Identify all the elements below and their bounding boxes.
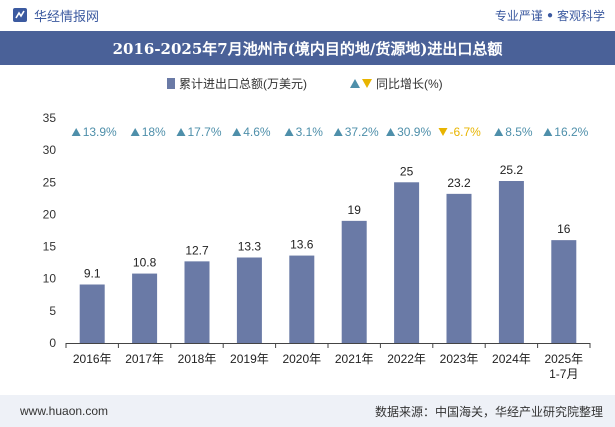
brand-name: 华经情报网 [34, 8, 100, 24]
top-bar: 华经情报网 专业严谨 ● 客观科学 [0, 0, 615, 30]
growth-label: 30.9% [397, 125, 431, 139]
growth-up-triangle-icon [386, 128, 396, 136]
value-labels: 9.1 10.8 12.7 13.3 13.6 19 25 23.2 25.2 16 [84, 163, 571, 281]
legend-up-triangle-icon [350, 79, 360, 88]
bar [289, 255, 315, 343]
bar [341, 220, 367, 343]
bars [79, 181, 577, 343]
x-tick-label: 2019年 [230, 352, 269, 366]
y-tick-label: 20 [43, 207, 57, 221]
growth-label: 4.6% [243, 125, 271, 139]
bar [394, 182, 420, 343]
footer-source: 数据来源：中国海关，华经产业研究院整理 [374, 404, 603, 419]
bar-value-label: 13.6 [290, 238, 314, 252]
x-tick-label: 2025年 [544, 352, 583, 366]
growth-up-triangle-icon [176, 128, 186, 136]
bar-value-label: 16 [557, 222, 571, 236]
growth-up-triangle-icon [130, 128, 140, 136]
bar [79, 284, 105, 343]
bullet-icon: ● [546, 9, 553, 21]
growth-up-triangle-icon [333, 128, 343, 136]
growth-label: 13.9% [83, 125, 117, 139]
bar-value-label: 23.2 [447, 176, 471, 190]
bar-value-label: 19 [348, 203, 362, 217]
growth-up-triangle-icon [71, 128, 81, 136]
bar [498, 181, 524, 343]
axes: 0 5 10 15 20 25 30 35 2016年 2017年 2018年 2019年 2020年 2… [43, 111, 591, 381]
chart-title-bar: 2016-2025年7月池州市(境内目的地/货源地)进出口总额 [0, 31, 615, 65]
growth-up-triangle-icon [284, 128, 294, 136]
x-tick-label: 2016年 [73, 352, 112, 366]
bar-value-label: 13.3 [238, 240, 262, 254]
bar-value-label: 25 [400, 164, 414, 178]
brand: 华经情报网 [12, 6, 99, 25]
growth-label: 8.5% [505, 125, 533, 139]
bar [551, 240, 577, 343]
footer-website: www.huaon.com [20, 404, 109, 418]
growth-label: 37.2% [345, 125, 379, 139]
growth-label: 16.2% [554, 125, 588, 139]
bar-value-label: 9.1 [84, 267, 101, 281]
y-tick-label: 25 [43, 175, 57, 189]
y-tick-label: 30 [43, 143, 57, 157]
growth-up-triangle-icon [494, 128, 504, 136]
x-tick-label: 2021年 [335, 352, 374, 366]
growth-down-triangle-icon [438, 128, 448, 136]
y-tick-label: 5 [49, 304, 56, 318]
growth-up-triangle-icon [543, 128, 553, 136]
tagline: 专业严谨 ● 客观科学 [495, 7, 605, 24]
y-tick-label: 10 [43, 272, 57, 286]
y-tick-label: 15 [43, 240, 57, 254]
bar [236, 257, 262, 343]
bar-value-label: 10.8 [133, 256, 157, 270]
x-tick-label: 2018年 [178, 352, 217, 366]
growth-label: -6.7% [450, 125, 482, 139]
bar [446, 193, 472, 343]
y-tick-label: 0 [49, 336, 56, 350]
legend-down-triangle-icon [362, 79, 372, 88]
growth-up-triangle-icon [232, 128, 242, 136]
bar-value-label: 12.7 [185, 243, 209, 257]
brand-logo-icon [13, 8, 27, 22]
bar [184, 261, 210, 343]
growth-label: 18% [142, 125, 166, 139]
bar-chart: 累计进出口总额(万美元) 同比增长(%) 0 5 10 15 20 25 30 35 2016年… [43, 77, 591, 381]
x-tick-label: 1-7月 [549, 367, 578, 381]
legend-growth-label: 同比增长(%) [376, 77, 443, 91]
x-tick-label: 2020年 [282, 352, 321, 366]
x-tick-label: 2024年 [492, 352, 531, 366]
footer: www.huaon.com 数据来源：中国海关，华经产业研究院整理 [0, 395, 615, 427]
tagline-right: 客观科学 [556, 8, 605, 23]
legend: 累计进出口总额(万美元) 同比增长(%) [167, 77, 443, 91]
tagline-left: 专业严谨 [494, 8, 543, 23]
x-tick-label: 2017年 [125, 352, 164, 366]
x-tick-label: 2023年 [440, 352, 479, 366]
growth-label: 3.1% [296, 125, 324, 139]
bar [132, 273, 158, 343]
legend-bar-label: 累计进出口总额(万美元) [179, 77, 307, 91]
legend-bar-swatch [167, 78, 175, 89]
bar-value-label: 25.2 [500, 163, 524, 177]
x-tick-label: 2022年 [387, 352, 426, 366]
chart-title: 2016-2025年7月池州市(境内目的地/货源地)进出口总额 [112, 39, 503, 58]
growth-labels: 13.9% 18% 17.7% 4.6% 3.1% 37.2% 30.9% -6.7% 8.5%… [71, 125, 589, 139]
growth-label: 17.7% [188, 125, 222, 139]
y-tick-label: 35 [43, 111, 57, 125]
